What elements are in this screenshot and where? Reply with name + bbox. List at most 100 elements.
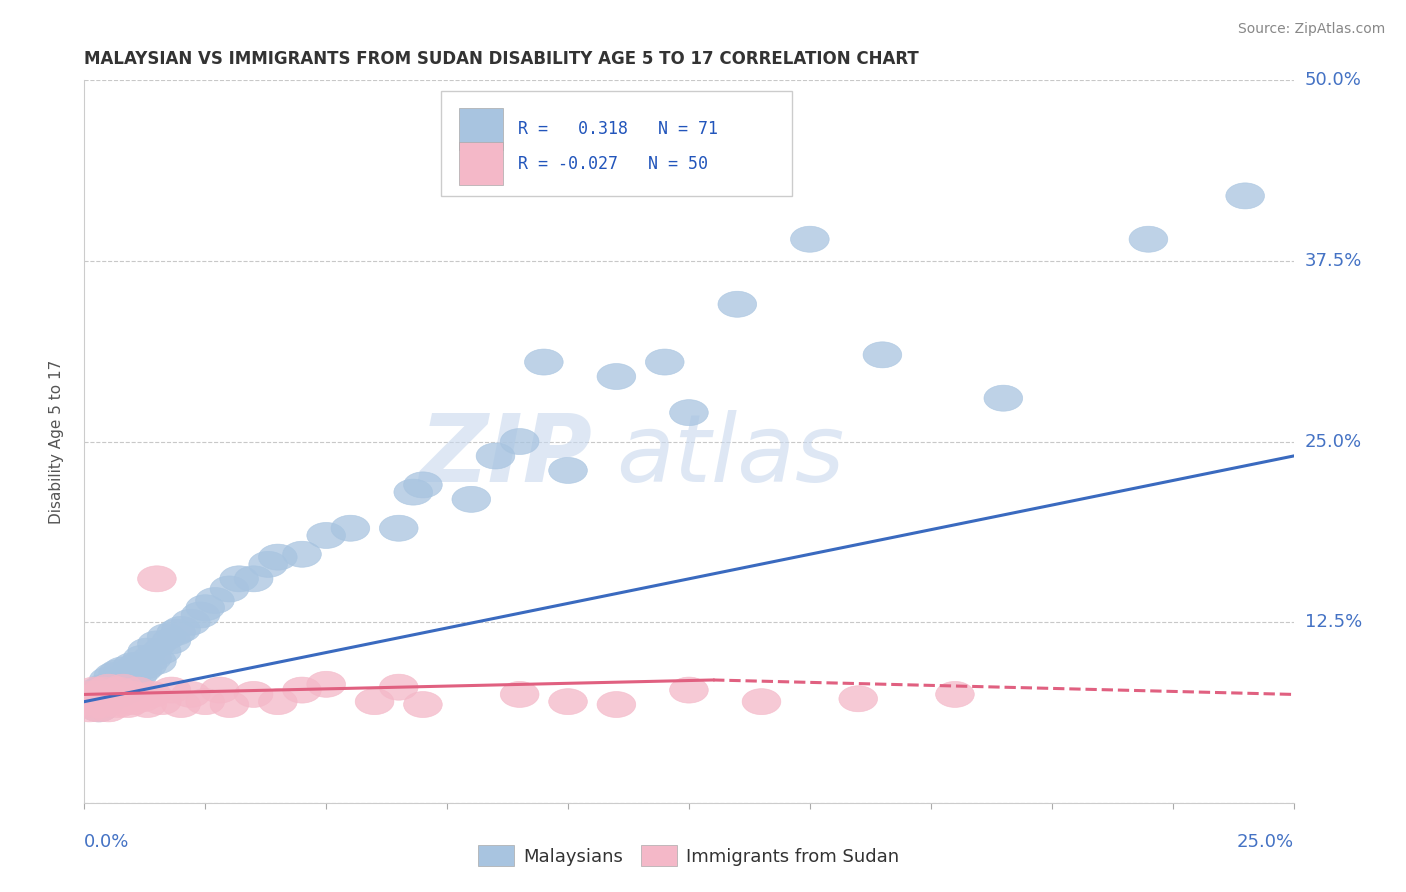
- Ellipse shape: [157, 619, 195, 645]
- Ellipse shape: [84, 686, 124, 712]
- Ellipse shape: [80, 689, 118, 714]
- Ellipse shape: [669, 677, 709, 703]
- Ellipse shape: [259, 544, 297, 570]
- Text: Source: ZipAtlas.com: Source: ZipAtlas.com: [1237, 22, 1385, 37]
- Ellipse shape: [118, 677, 157, 703]
- Ellipse shape: [307, 672, 346, 698]
- Ellipse shape: [186, 595, 225, 621]
- Ellipse shape: [89, 674, 128, 700]
- Ellipse shape: [89, 681, 128, 707]
- Ellipse shape: [128, 638, 166, 664]
- Ellipse shape: [548, 689, 588, 714]
- Y-axis label: Disability Age 5 to 17: Disability Age 5 to 17: [49, 359, 63, 524]
- Ellipse shape: [356, 689, 394, 714]
- Ellipse shape: [132, 645, 172, 672]
- Ellipse shape: [307, 523, 346, 549]
- Ellipse shape: [114, 653, 152, 679]
- Ellipse shape: [114, 681, 152, 707]
- Ellipse shape: [114, 672, 152, 698]
- Text: 37.5%: 37.5%: [1305, 252, 1362, 270]
- Ellipse shape: [451, 486, 491, 512]
- Ellipse shape: [138, 631, 176, 657]
- Ellipse shape: [114, 689, 152, 714]
- Ellipse shape: [84, 677, 124, 703]
- Ellipse shape: [104, 674, 142, 700]
- Ellipse shape: [70, 696, 108, 722]
- Ellipse shape: [80, 677, 118, 703]
- Ellipse shape: [124, 657, 162, 683]
- Ellipse shape: [94, 672, 132, 698]
- Ellipse shape: [235, 566, 273, 591]
- Ellipse shape: [94, 681, 132, 707]
- Text: R =   0.318   N = 71: R = 0.318 N = 71: [519, 120, 718, 138]
- Ellipse shape: [598, 364, 636, 390]
- Ellipse shape: [380, 516, 418, 541]
- Ellipse shape: [118, 653, 157, 679]
- Ellipse shape: [108, 677, 148, 703]
- Ellipse shape: [477, 443, 515, 469]
- Ellipse shape: [669, 400, 709, 425]
- Ellipse shape: [142, 638, 181, 664]
- Ellipse shape: [104, 657, 142, 683]
- Ellipse shape: [195, 588, 235, 614]
- Ellipse shape: [124, 645, 162, 672]
- Ellipse shape: [132, 681, 172, 707]
- Ellipse shape: [209, 691, 249, 717]
- Ellipse shape: [118, 663, 157, 689]
- Text: ZIP: ZIP: [419, 410, 592, 502]
- Ellipse shape: [172, 609, 209, 635]
- Text: atlas: atlas: [616, 410, 845, 501]
- Text: 0.0%: 0.0%: [84, 833, 129, 851]
- Ellipse shape: [128, 691, 166, 717]
- Ellipse shape: [70, 681, 108, 707]
- Text: MALAYSIAN VS IMMIGRANTS FROM SUDAN DISABILITY AGE 5 TO 17 CORRELATION CHART: MALAYSIAN VS IMMIGRANTS FROM SUDAN DISAB…: [84, 50, 920, 68]
- Ellipse shape: [172, 681, 209, 707]
- Ellipse shape: [104, 686, 142, 712]
- Ellipse shape: [1226, 183, 1264, 209]
- Ellipse shape: [108, 663, 148, 689]
- Ellipse shape: [548, 458, 588, 483]
- Ellipse shape: [75, 686, 114, 712]
- Ellipse shape: [84, 686, 124, 712]
- Ellipse shape: [80, 696, 118, 722]
- Ellipse shape: [283, 541, 322, 567]
- Ellipse shape: [124, 686, 162, 712]
- Ellipse shape: [138, 566, 176, 591]
- Ellipse shape: [128, 653, 166, 679]
- Ellipse shape: [75, 691, 114, 717]
- Ellipse shape: [75, 677, 114, 703]
- Ellipse shape: [108, 691, 148, 717]
- Ellipse shape: [152, 677, 191, 703]
- Ellipse shape: [404, 472, 443, 498]
- Ellipse shape: [259, 689, 297, 714]
- Ellipse shape: [501, 428, 538, 455]
- Ellipse shape: [70, 686, 108, 712]
- Ellipse shape: [181, 602, 219, 628]
- FancyBboxPatch shape: [460, 108, 503, 151]
- Ellipse shape: [104, 674, 142, 700]
- Ellipse shape: [790, 227, 830, 252]
- Ellipse shape: [94, 677, 132, 703]
- Ellipse shape: [524, 349, 564, 375]
- Text: 25.0%: 25.0%: [1305, 433, 1362, 450]
- Ellipse shape: [219, 566, 259, 591]
- Text: 25.0%: 25.0%: [1236, 833, 1294, 851]
- Ellipse shape: [162, 691, 201, 717]
- Ellipse shape: [94, 663, 132, 689]
- Ellipse shape: [152, 628, 191, 654]
- Ellipse shape: [98, 691, 138, 717]
- Ellipse shape: [75, 691, 114, 717]
- Ellipse shape: [718, 292, 756, 318]
- Ellipse shape: [330, 516, 370, 541]
- Ellipse shape: [186, 689, 225, 714]
- Ellipse shape: [104, 667, 142, 693]
- Ellipse shape: [80, 689, 118, 714]
- Ellipse shape: [75, 681, 114, 707]
- Ellipse shape: [114, 660, 152, 686]
- Ellipse shape: [162, 616, 201, 642]
- Ellipse shape: [89, 686, 128, 712]
- FancyBboxPatch shape: [460, 143, 503, 185]
- Ellipse shape: [84, 691, 124, 717]
- Ellipse shape: [235, 681, 273, 707]
- Ellipse shape: [404, 691, 443, 717]
